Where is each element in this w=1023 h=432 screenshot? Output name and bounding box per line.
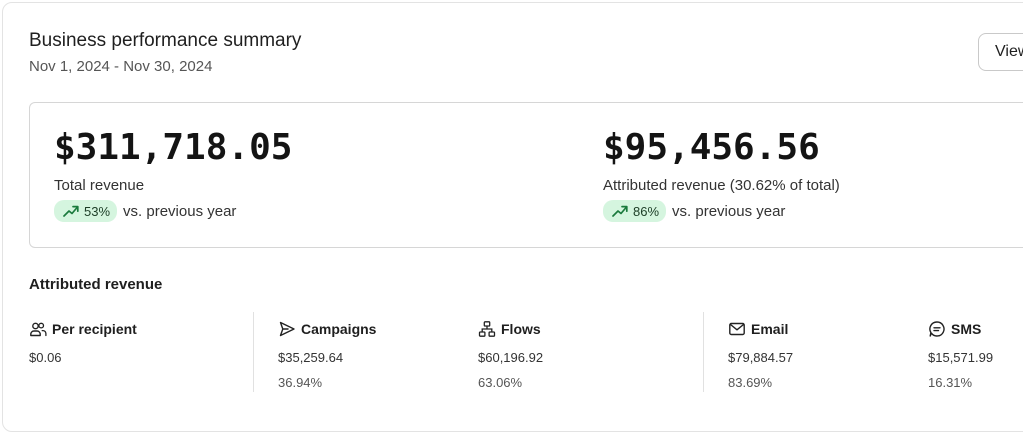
divider bbox=[703, 312, 704, 392]
trend-up-icon bbox=[63, 204, 79, 218]
metric-label: Flows bbox=[501, 321, 541, 337]
sms-icon bbox=[928, 320, 946, 338]
flow-icon bbox=[478, 320, 496, 338]
page-title: Business performance summary bbox=[29, 30, 302, 51]
total-revenue-change: 53% vs. previous year bbox=[54, 200, 236, 222]
change-badge: 86% bbox=[603, 200, 667, 222]
change-value: 53% bbox=[84, 203, 111, 219]
metric-label: Email bbox=[751, 321, 789, 337]
attributed-revenue-heading: Attributed revenue bbox=[29, 276, 163, 293]
metric-percent: 63.06% bbox=[478, 375, 523, 390]
attributed-revenue-value: $95,456.56 bbox=[603, 127, 820, 168]
total-revenue-value: $311,718.05 bbox=[54, 127, 293, 168]
divider bbox=[253, 312, 254, 392]
metric-label: SMS bbox=[951, 321, 982, 337]
date-range: Nov 1, 2024 - Nov 30, 2024 bbox=[29, 58, 213, 75]
attributed-metrics: Per recipient $0.06 Campaigns $35,259.64… bbox=[29, 312, 1023, 392]
attributed-revenue-change: 86% vs. previous year bbox=[603, 200, 785, 222]
total-revenue-label: Total revenue bbox=[54, 177, 145, 194]
metric-percent: 16.31% bbox=[928, 375, 973, 390]
change-badge: 53% bbox=[54, 200, 118, 222]
kpi-panel: $311,718.05 Total revenue 53% vs. previo… bbox=[29, 102, 1023, 248]
metric-label: Campaigns bbox=[301, 321, 377, 337]
change-value: 86% bbox=[633, 203, 660, 219]
metric-value: $79,884.57 bbox=[728, 350, 794, 365]
comparison-text: vs. previous year bbox=[123, 202, 237, 220]
metric-percent: 36.94% bbox=[278, 375, 323, 390]
metric-value: $15,571.99 bbox=[928, 350, 994, 365]
view-button[interactable]: View bbox=[978, 33, 1023, 71]
trend-up-icon bbox=[612, 204, 628, 218]
metric-value: $60,196.92 bbox=[478, 350, 544, 365]
comparison-text: vs. previous year bbox=[672, 202, 786, 220]
mail-icon bbox=[728, 320, 746, 338]
attributed-revenue-label: Attributed revenue (30.62% of total) bbox=[603, 177, 840, 194]
send-icon bbox=[278, 320, 296, 338]
metric-percent: 83.69% bbox=[728, 375, 773, 390]
metric-value: $0.06 bbox=[29, 350, 62, 365]
metric-label: Per recipient bbox=[52, 321, 137, 337]
users-icon bbox=[29, 320, 47, 338]
metric-value: $35,259.64 bbox=[278, 350, 344, 365]
